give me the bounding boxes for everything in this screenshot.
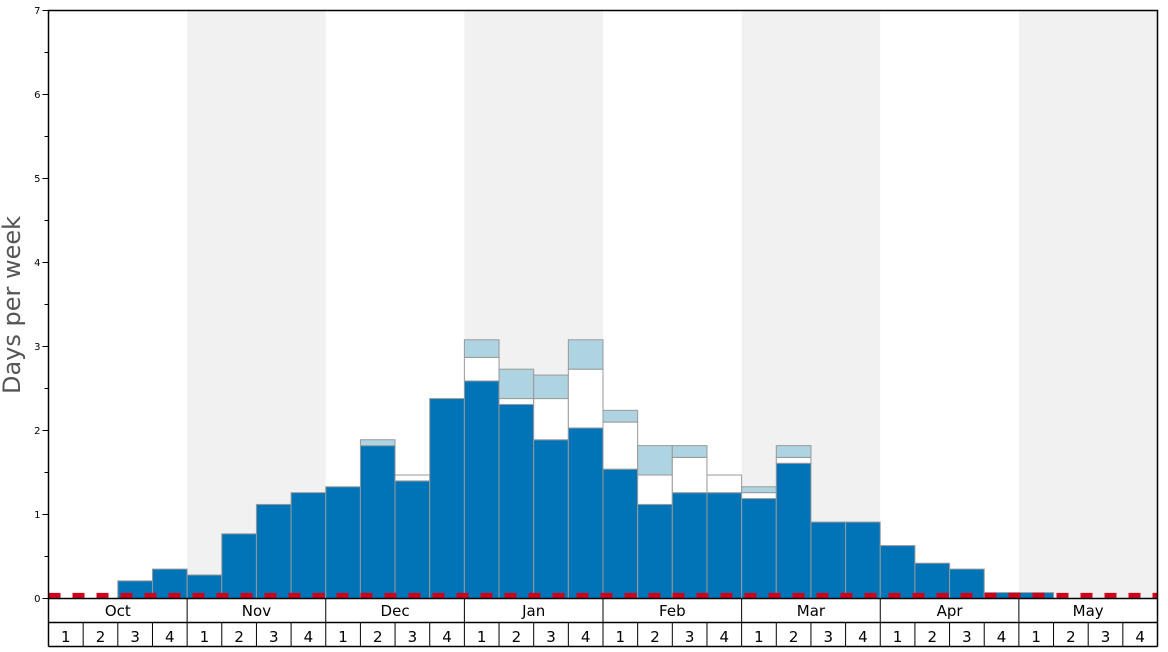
week-label: 4 [997, 628, 1007, 646]
y-axis-label: Days per week [0, 216, 26, 394]
bar-series1-week-24 [845, 521, 881, 599]
week-label: 3 [269, 628, 279, 646]
week-label: 2 [927, 628, 937, 646]
week-label: 3 [130, 628, 140, 646]
week-label: 2 [650, 628, 660, 646]
week-label: 1 [61, 628, 71, 646]
bar-series1-week-23 [810, 521, 847, 599]
week-label: 2 [96, 628, 106, 646]
y-tick-label: 6 [34, 90, 40, 101]
bars-layer [117, 339, 1055, 600]
bar-series2-week-18 [637, 474, 673, 505]
week-label: 1 [200, 628, 210, 646]
y-tick-label: 5 [34, 174, 40, 185]
y-tick-label: 4 [34, 258, 40, 269]
bar-series1-week-9 [325, 486, 361, 599]
week-label: 1 [1031, 628, 1041, 646]
bar-series1-week-17 [602, 468, 639, 600]
month-label-may: May [1073, 602, 1104, 620]
week-label: 4 [165, 628, 175, 646]
week-label: 3 [823, 628, 833, 646]
bar-series1-week-6 [221, 533, 257, 600]
bar-series3-week-14 [498, 368, 535, 400]
week-label: 4 [442, 628, 452, 646]
week-label: 4 [304, 628, 314, 646]
week-label: 4 [858, 628, 868, 646]
month-label-dec: Dec [381, 602, 410, 620]
bar-series2-week-14 [498, 398, 535, 405]
bar-series1-week-16 [567, 427, 604, 600]
week-label: 2 [1066, 628, 1076, 646]
week-label: 3 [685, 628, 695, 646]
bar-series1-week-22 [775, 462, 812, 600]
week-label: 3 [546, 628, 556, 646]
y-axis: 0 1 2 3 4 5 6 7 [34, 6, 49, 605]
y-tick-label: 7 [34, 6, 40, 17]
y-tick-label: 3 [34, 342, 40, 353]
bar-series1-week-13 [463, 380, 500, 599]
bar-series1-week-18 [637, 503, 673, 600]
bar-series1-week-8 [290, 492, 327, 599]
week-label: 2 [234, 628, 244, 646]
bar-series3-week-16 [567, 339, 604, 370]
bar-series1-week-10 [359, 445, 396, 599]
bar-series3-week-15 [533, 374, 569, 400]
x-axis: Oct Nov Dec Jan Feb Mar Apr May 1 2 3 4 1 2 3 4 1 2 3 4 1 2 3 4… [47, 598, 1159, 648]
month-label-apr: Apr [937, 602, 964, 620]
plot-frame [47, 9, 1159, 600]
bar-series2-week-13 [463, 356, 500, 382]
bar-series2-week-15 [533, 398, 569, 441]
week-label: 1 [893, 628, 903, 646]
y-tick-label: 2 [34, 426, 40, 437]
week-label: 3 [962, 628, 972, 646]
bar-series3-week-17 [602, 409, 639, 423]
week-label: 1 [754, 628, 764, 646]
bar-series1-week-25 [879, 545, 916, 600]
bar-series1-week-21 [741, 498, 777, 600]
bar-series2-week-19 [671, 456, 708, 494]
week-label: 4 [581, 628, 591, 646]
month-label-nov: Nov [242, 602, 271, 620]
week-label: 2 [373, 628, 383, 646]
bar-series2-week-20 [706, 474, 743, 494]
bar-series2-week-16 [567, 368, 604, 429]
bar-series1-week-19 [671, 492, 708, 599]
bar-series1-week-20 [706, 492, 743, 599]
week-label: 1 [477, 628, 487, 646]
bar-series2-week-21 [741, 492, 777, 500]
bar-series1-week-7 [255, 503, 292, 600]
week-label: 4 [1135, 628, 1145, 646]
week-label: 1 [616, 628, 626, 646]
month-label-feb: Feb [659, 602, 686, 620]
y-tick-label: 1 [34, 510, 40, 521]
week-label: 2 [512, 628, 522, 646]
month-shading-layer [187, 10, 1158, 599]
month-label-jan: Jan [521, 602, 545, 620]
bar-series1-week-11 [394, 480, 431, 599]
bar-series3-week-21 [741, 486, 777, 494]
bar-series2-week-11 [394, 474, 431, 482]
bar-series3-week-22 [775, 445, 812, 458]
week-label: 2 [789, 628, 799, 646]
bar-series1-week-12 [429, 398, 465, 599]
bar-series3-week-19 [671, 445, 708, 458]
month-label-oct: Oct [105, 602, 131, 620]
week-label: 4 [720, 628, 730, 646]
bar-series2-week-17 [602, 421, 639, 470]
y-tick-label: 0 [34, 594, 40, 605]
month-label-mar: Mar [797, 602, 826, 620]
bar-series1-week-15 [533, 439, 569, 599]
week-label: 3 [1101, 628, 1111, 646]
week-label: 1 [338, 628, 348, 646]
week-label: 3 [408, 628, 418, 646]
bar-series3-week-13 [463, 339, 500, 358]
bar-series1-week-14 [498, 403, 535, 599]
bar-series3-week-10 [359, 439, 396, 447]
bar-series2-week-22 [775, 456, 812, 464]
month-shade-may [1018, 10, 1158, 599]
bar-series3-week-18 [637, 445, 673, 476]
